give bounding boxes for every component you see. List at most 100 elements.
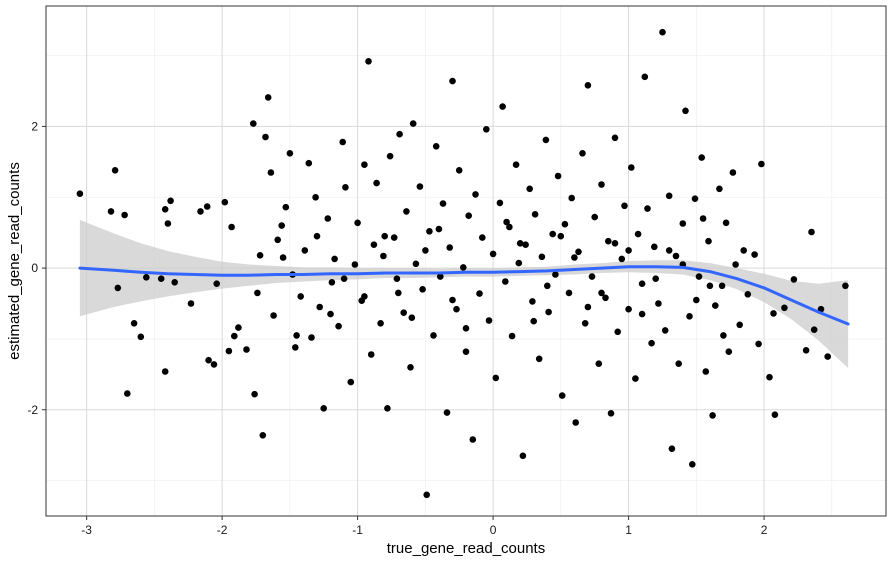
data-point (187, 300, 195, 307)
data-point (628, 164, 635, 171)
data-point (638, 310, 646, 318)
data-point (479, 234, 486, 241)
data-point (693, 296, 700, 304)
data-point (744, 291, 752, 298)
data-point (393, 275, 401, 283)
data-point (515, 259, 523, 267)
x-tick-label: 2 (761, 523, 768, 537)
data-point (327, 310, 334, 318)
data-point (409, 120, 417, 127)
data-point (625, 247, 632, 254)
data-point (709, 412, 716, 419)
data-point (373, 179, 380, 187)
data-point (221, 198, 229, 206)
data-points (76, 28, 849, 499)
data-point (331, 255, 338, 263)
data-point (347, 378, 355, 386)
data-point (124, 390, 131, 397)
data-point (250, 120, 257, 127)
data-point (328, 279, 336, 286)
data-point (449, 296, 456, 304)
data-point (381, 232, 389, 240)
data-point (107, 208, 115, 215)
data-point (342, 184, 349, 191)
data-point (270, 312, 277, 319)
data-point (808, 228, 815, 236)
data-point (354, 219, 361, 227)
data-point (607, 410, 615, 417)
data-point (545, 308, 552, 316)
data-point (313, 232, 321, 240)
panel-border (45, 5, 887, 517)
data-point (558, 392, 566, 399)
data-point (595, 360, 603, 368)
data-point (552, 271, 559, 278)
data-point (499, 103, 506, 110)
data-point (625, 305, 632, 313)
data-point (351, 261, 359, 268)
data-point (668, 445, 676, 453)
x-tick-label: 1 (625, 523, 632, 537)
minor-gridlines (46, 6, 886, 516)
data-point (618, 255, 626, 263)
data-point (267, 169, 275, 176)
data-point (725, 348, 733, 356)
data-point (648, 339, 655, 347)
data-point (213, 280, 220, 288)
data-point (698, 154, 705, 161)
data-point (449, 77, 456, 85)
smooth-line (78, 265, 850, 326)
data-point (755, 340, 762, 348)
data-point (522, 241, 529, 248)
data-point (496, 199, 504, 207)
data-point (766, 373, 773, 381)
data-point (672, 252, 680, 260)
data-point (225, 347, 233, 355)
data-point (114, 284, 122, 292)
data-point (802, 347, 810, 354)
data-point (301, 247, 309, 254)
data-point (205, 356, 212, 364)
data-point (679, 220, 687, 227)
data-point (279, 254, 287, 261)
data-point (157, 275, 165, 283)
data-point (824, 353, 831, 360)
data-point (516, 240, 524, 247)
data-point (502, 278, 509, 285)
data-point (386, 152, 394, 160)
data-point (167, 197, 174, 205)
data-point (722, 219, 730, 227)
data-point (324, 215, 332, 222)
data-point (544, 282, 551, 290)
y-axis-ticks: -2 0 2 (27, 119, 46, 417)
data-point (293, 332, 300, 339)
data-point (771, 411, 779, 419)
data-point (370, 241, 378, 248)
data-point (575, 248, 582, 256)
data-point (790, 276, 798, 283)
data-point (652, 275, 659, 283)
data-point (412, 260, 420, 268)
data-point (665, 247, 673, 254)
x-tick-label: -3 (81, 523, 92, 537)
data-point (292, 344, 299, 351)
data-point (455, 167, 463, 174)
data-point (526, 185, 533, 193)
data-point (439, 200, 447, 207)
data-point (659, 28, 666, 36)
data-point (340, 275, 348, 283)
data-point (568, 194, 575, 202)
data-point (316, 303, 324, 311)
data-point (781, 304, 788, 312)
x-axis-title: true_gene_read_counts (387, 540, 545, 557)
data-point (469, 436, 477, 443)
y-tick-label: -2 (27, 403, 38, 417)
data-point (529, 298, 536, 305)
x-tick-label: 0 (490, 523, 497, 537)
data-point (403, 208, 410, 215)
data-point (254, 289, 261, 297)
data-point (572, 419, 579, 426)
data-point (423, 491, 431, 499)
data-point (632, 375, 639, 382)
data-point (161, 368, 169, 375)
